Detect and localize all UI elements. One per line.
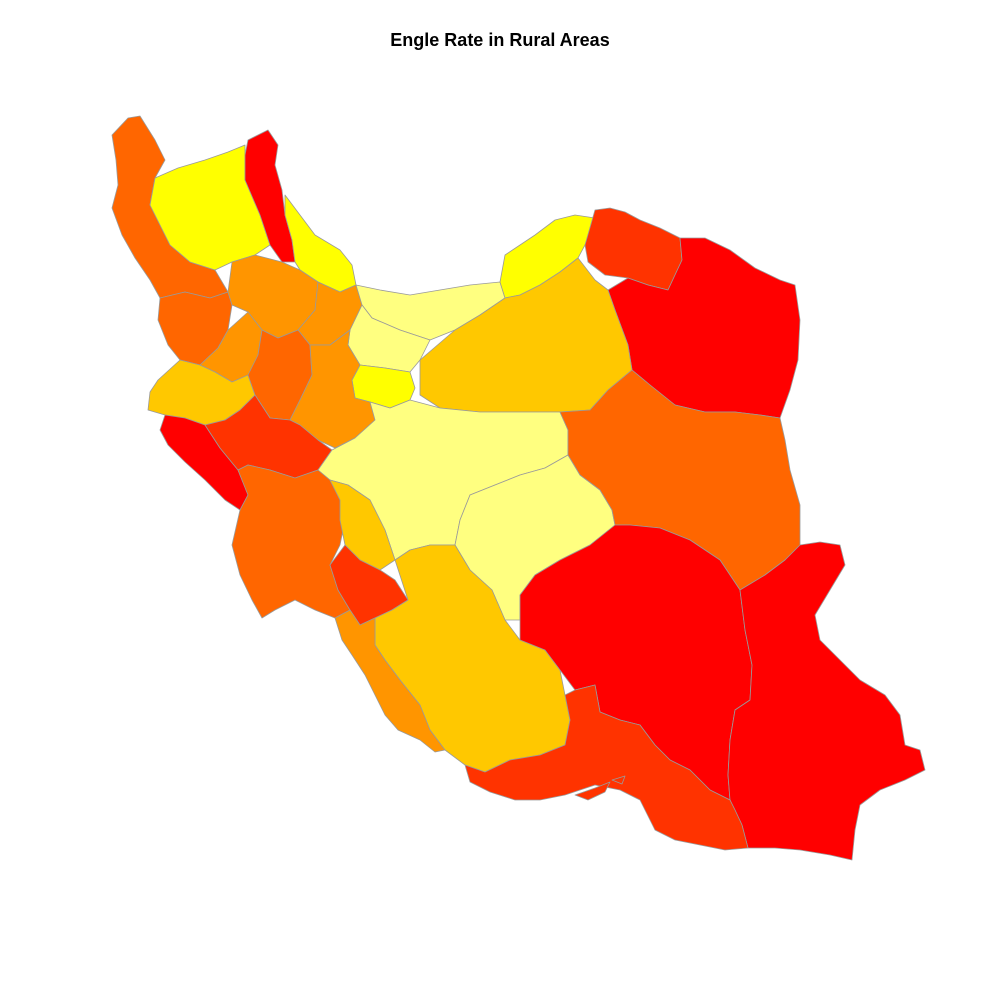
map-title: Engle Rate in Rural Areas xyxy=(390,30,610,50)
province-region xyxy=(464,684,749,851)
province-region xyxy=(727,541,926,861)
province-region xyxy=(584,207,683,291)
province-region xyxy=(231,464,351,619)
province-region xyxy=(559,369,801,591)
province-region xyxy=(611,775,626,785)
province-region xyxy=(574,781,611,801)
province-region xyxy=(334,609,446,753)
province-region xyxy=(149,144,271,271)
